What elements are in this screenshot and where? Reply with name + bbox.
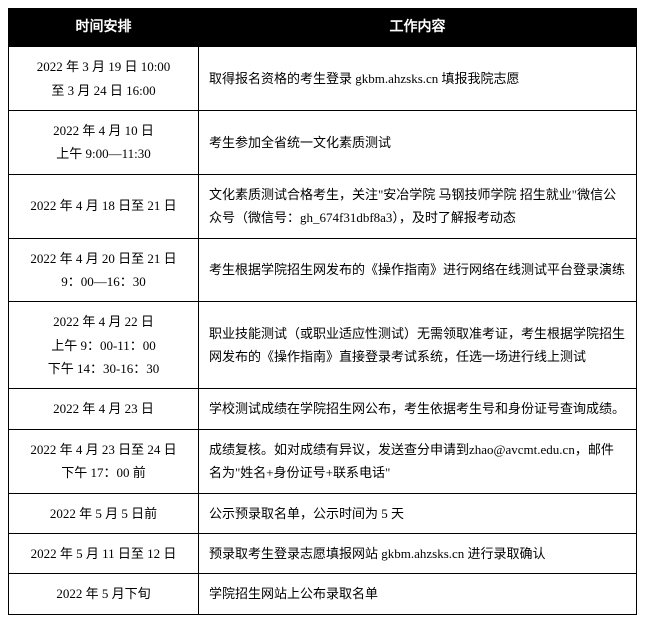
cell-content: 考生参加全省统一文化素质测试 <box>199 110 637 174</box>
cell-content: 公示预录取名单，公示时间为 5 天 <box>199 493 637 533</box>
cell-content: 职业技能测试（或职业适应性测试）无需领取准考证，考生根据学院招生网发布的《操作指… <box>199 302 637 389</box>
table-row: 2022 年 5 月 11 日至 12 日预录取考生登录志愿填报网站 gkbm.… <box>9 534 637 574</box>
cell-content: 取得报名资格的考生登录 gkbm.ahzsks.cn 填报我院志愿 <box>199 47 637 111</box>
cell-content: 文化素质测试合格考生，关注"安冶学院 马钢技师学院 招生就业"微信公众号（微信号… <box>199 174 637 238</box>
table-body: 2022 年 3 月 19 日 10:00至 3 月 24 日 16:00取得报… <box>9 47 637 615</box>
cell-content: 学院招生网站上公布录取名单 <box>199 574 637 614</box>
cell-time: 2022 年 4 月 10 日上午 9:00—11:30 <box>9 110 199 174</box>
schedule-table: 时间安排 工作内容 2022 年 3 月 19 日 10:00至 3 月 24 … <box>8 8 637 615</box>
table-row: 2022 年 4 月 22 日上午 9：00-11：00下午 14：30-16：… <box>9 302 637 389</box>
cell-time: 2022 年 5 月 5 日前 <box>9 493 199 533</box>
cell-time: 2022 年 4 月 23 日 <box>9 389 199 429</box>
table-row: 2022 年 4 月 18 日至 21 日文化素质测试合格考生，关注"安冶学院 … <box>9 174 637 238</box>
table-row: 2022 年 5 月下旬学院招生网站上公布录取名单 <box>9 574 637 614</box>
table-row: 2022 年 3 月 19 日 10:00至 3 月 24 日 16:00取得报… <box>9 47 637 111</box>
cell-content: 预录取考生登录志愿填报网站 gkbm.ahzsks.cn 进行录取确认 <box>199 534 637 574</box>
cell-time: 2022 年 4 月 18 日至 21 日 <box>9 174 199 238</box>
table-header-row: 时间安排 工作内容 <box>9 9 637 47</box>
cell-time: 2022 年 4 月 22 日上午 9：00-11：00下午 14：30-16：… <box>9 302 199 389</box>
table-row: 2022 年 4 月 20 日至 21 日9：00—16：30考生根据学院招生网… <box>9 238 637 302</box>
header-content: 工作内容 <box>199 9 637 47</box>
table-row: 2022 年 4 月 10 日上午 9:00—11:30考生参加全省统一文化素质… <box>9 110 637 174</box>
cell-time: 2022 年 5 月下旬 <box>9 574 199 614</box>
table-row: 2022 年 5 月 5 日前公示预录取名单，公示时间为 5 天 <box>9 493 637 533</box>
cell-content: 学校测试成绩在学院招生网公布，考生依据考生号和身份证号查询成绩。 <box>199 389 637 429</box>
cell-content: 成绩复核。如对成绩有异议，发送查分申请到zhao@avcmt.edu.cn，邮件… <box>199 429 637 493</box>
cell-time: 2022 年 4 月 23 日至 24 日下午 17：00 前 <box>9 429 199 493</box>
cell-time: 2022 年 3 月 19 日 10:00至 3 月 24 日 16:00 <box>9 47 199 111</box>
cell-time: 2022 年 5 月 11 日至 12 日 <box>9 534 199 574</box>
cell-content: 考生根据学院招生网发布的《操作指南》进行网络在线测试平台登录演练 <box>199 238 637 302</box>
table-row: 2022 年 4 月 23 日至 24 日下午 17：00 前成绩复核。如对成绩… <box>9 429 637 493</box>
table-row: 2022 年 4 月 23 日学校测试成绩在学院招生网公布，考生依据考生号和身份… <box>9 389 637 429</box>
cell-time: 2022 年 4 月 20 日至 21 日9：00—16：30 <box>9 238 199 302</box>
header-time: 时间安排 <box>9 9 199 47</box>
